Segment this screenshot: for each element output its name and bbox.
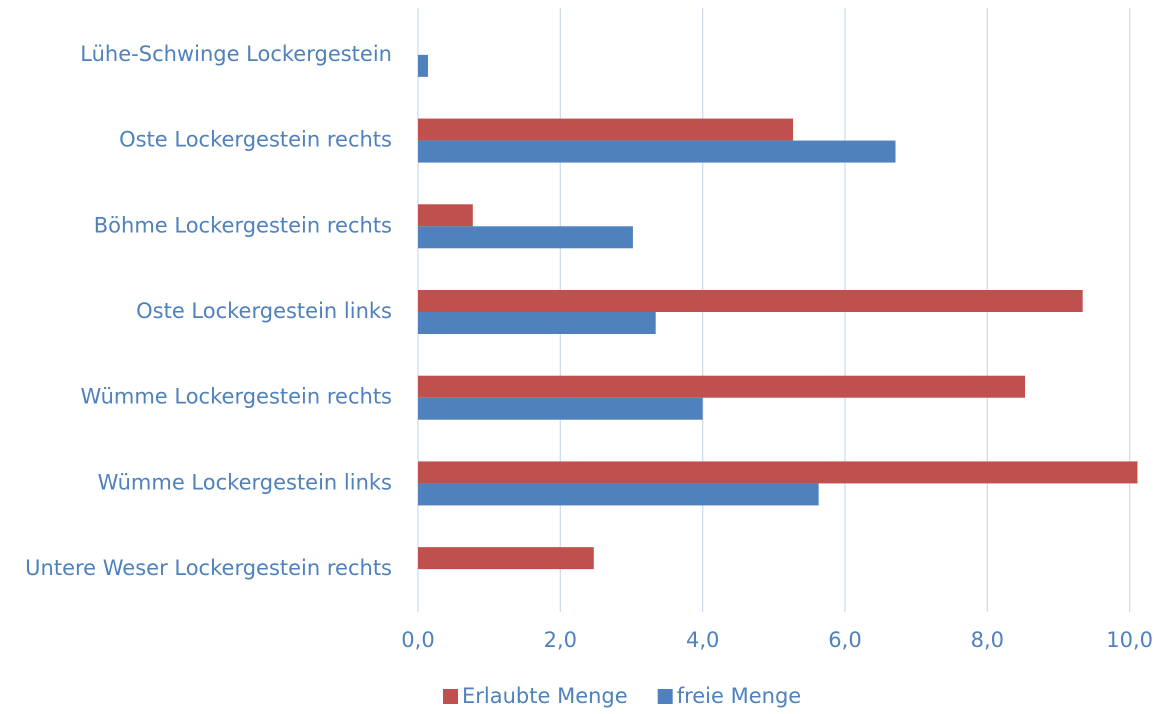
bar [418, 461, 1138, 484]
bar [418, 54, 428, 77]
y-tick-label: Wümme Lockergestein links [98, 470, 392, 494]
legend-label: Erlaubte Menge [462, 684, 628, 708]
bar [418, 547, 594, 570]
x-tick-label: 4,0 [686, 628, 719, 652]
bar [418, 483, 819, 506]
legend-swatch [443, 689, 458, 704]
x-tick-label: 10,0 [1106, 628, 1153, 652]
bar [418, 312, 656, 334]
bar [418, 290, 1083, 312]
x-tick-label: 2,0 [544, 628, 577, 652]
y-tick-label: Oste Lockergestein links [136, 299, 392, 323]
bar [418, 118, 794, 141]
x-tick-label: 0,0 [401, 628, 434, 652]
bar [418, 226, 633, 249]
bar [418, 140, 896, 163]
y-tick-label: Lühe-Schwinge Lockergestein [80, 42, 392, 66]
bar [418, 204, 473, 227]
y-tick-label: Böhme Lockergestein rechts [94, 213, 392, 237]
bar [418, 375, 1026, 398]
legend-label: freie Menge [677, 684, 802, 708]
y-tick-label: Wümme Lockergestein rechts [81, 385, 392, 409]
bar [418, 397, 703, 420]
x-tick-label: 8,0 [971, 628, 1004, 652]
y-tick-label: Oste Lockergestein rechts [119, 128, 392, 152]
x-tick-label: 6,0 [828, 628, 861, 652]
y-tick-label: Untere Weser Lockergestein rechts [25, 556, 392, 580]
legend-swatch [657, 689, 673, 704]
